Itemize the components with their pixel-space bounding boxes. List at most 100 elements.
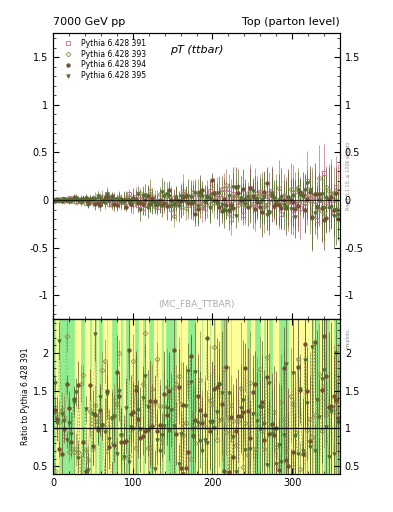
Bar [240,319,241,474]
Bar [216,319,217,474]
Pythia 6.428 394 [322,217,327,223]
Bar [330,319,333,474]
Bar [309,319,311,474]
Bar [290,319,292,474]
Bar [320,319,323,474]
Bar [199,319,201,474]
Line: Pythia 6.428 394: Pythia 6.428 394 [53,178,340,221]
Pythia 6.428 391 [336,188,341,195]
Bar [56,319,59,474]
Bar [206,319,209,474]
Bar [273,319,275,474]
Bar [299,319,301,474]
Bar [158,319,161,474]
Pythia 6.428 395 [336,212,341,219]
Pythia 6.428 395 [276,197,281,203]
Pythia 6.428 394 [129,201,133,207]
Pythia 6.428 394 [331,207,336,214]
Bar [237,319,240,474]
Pythia 6.428 394 [336,216,341,222]
Bar [211,319,213,474]
Pythia 6.428 391 [322,170,327,176]
Pythia 6.428 394 [52,198,57,204]
Text: 7000 GeV pp: 7000 GeV pp [53,16,125,27]
Line: Pythia 6.428 393: Pythia 6.428 393 [53,176,340,218]
Bar [251,319,254,474]
Bar [235,319,237,474]
Bar [301,319,304,474]
Pythia 6.428 395 [129,199,133,205]
Pythia 6.428 393 [336,207,341,214]
Pythia 6.428 391 [209,198,214,204]
Pythia 6.428 391 [276,201,281,207]
Pythia 6.428 393 [112,197,117,203]
Pythia 6.428 395 [248,197,252,203]
Text: (MC_FBA_TTBAR): (MC_FBA_TTBAR) [158,298,235,308]
Pythia 6.428 395 [310,216,314,222]
Bar [196,319,199,474]
Pythia 6.428 393 [250,203,255,209]
Pythia 6.428 394 [279,205,283,211]
Bar [77,319,80,474]
Pythia 6.428 395 [331,213,336,219]
Line: Pythia 6.428 395: Pythia 6.428 395 [53,181,340,221]
Text: Rivet 3.1.10, ≥ 100k events: Rivet 3.1.10, ≥ 100k events [346,142,351,210]
Text: pT (ttbar): pT (ttbar) [170,45,223,55]
Pythia 6.428 391 [314,217,319,223]
Pythia 6.428 395 [52,197,57,203]
Bar [130,319,132,474]
Pythia 6.428 394 [209,177,214,183]
Bar [228,319,230,474]
Pythia 6.428 394 [250,193,255,199]
Bar [185,319,187,474]
Line: Pythia 6.428 391: Pythia 6.428 391 [53,172,340,222]
Pythia 6.428 393 [129,201,133,207]
Bar [97,319,98,474]
Bar [154,319,156,474]
Bar [85,319,86,474]
Bar [145,319,146,474]
Pythia 6.428 391 [129,197,133,203]
Bar [108,319,111,474]
Pythia 6.428 393 [317,175,321,181]
Bar [75,319,77,474]
Text: mcplots.: mcplots. [346,327,351,348]
Legend: Pythia 6.428 391, Pythia 6.428 393, Pythia 6.428 394, Pythia 6.428 395: Pythia 6.428 391, Pythia 6.428 393, Pyth… [57,37,147,82]
Pythia 6.428 391 [331,210,336,216]
Bar [266,319,268,474]
Bar [203,319,206,474]
Bar [87,319,89,474]
Bar [306,319,309,474]
Bar [314,319,315,474]
Bar [261,319,263,474]
Text: Top (parton level): Top (parton level) [242,16,340,27]
Pythia 6.428 393 [331,190,336,196]
Pythia 6.428 394 [212,189,217,196]
Bar [242,319,244,474]
Bar [139,319,142,474]
Pythia 6.428 393 [52,197,57,203]
Pythia 6.428 394 [112,201,117,207]
Pythia 6.428 395 [305,180,310,186]
Bar [177,319,180,474]
Pythia 6.428 395 [209,191,214,197]
Bar [218,319,220,474]
Bar [297,319,299,474]
Pythia 6.428 391 [248,185,252,191]
Bar [244,319,246,474]
Bar [92,319,94,474]
Bar [123,319,125,474]
Pythia 6.428 391 [112,197,117,203]
Bar [275,319,277,474]
Bar [304,319,306,474]
Pythia 6.428 393 [171,214,176,220]
Bar [132,319,134,474]
Pythia 6.428 393 [279,202,283,208]
Pythia 6.428 391 [52,197,57,203]
Bar [182,319,185,474]
Pythia 6.428 393 [212,200,217,206]
Bar [118,319,120,474]
Bar [163,319,165,474]
Bar [294,319,296,474]
Y-axis label: Ratio to Pythia 6.428 391: Ratio to Pythia 6.428 391 [21,348,30,445]
